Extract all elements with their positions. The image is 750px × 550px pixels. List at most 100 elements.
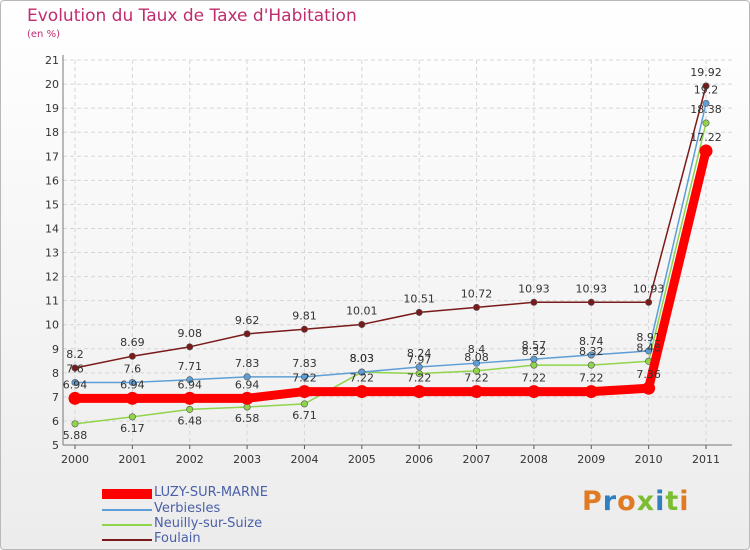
- x-tick-label: 2000: [61, 453, 89, 466]
- y-tick-label: 11: [45, 295, 59, 308]
- data-label-verbiesles: 19.2: [694, 83, 719, 96]
- data-label-verbiesles: 8.91: [636, 331, 661, 344]
- data-point-luzy-sur-marne: [125, 391, 139, 405]
- data-point-verbiesles: [587, 351, 595, 359]
- data-label-foulain: 10.93: [576, 282, 608, 295]
- x-tick-label: 2008: [520, 453, 548, 466]
- y-tick-label: 20: [45, 78, 59, 91]
- data-point-neuilly-sur-suize: [71, 420, 79, 428]
- data-label-foulain: 10.01: [346, 304, 378, 317]
- data-point-verbiesles: [358, 368, 366, 376]
- data-label-luzy-sur-marne: 17.22: [690, 131, 722, 144]
- data-point-foulain: [71, 364, 79, 372]
- data-label-foulain: 10.93: [518, 282, 550, 295]
- series-line-foulain: [74, 85, 707, 369]
- y-tick-label: 15: [45, 198, 59, 211]
- data-label-verbiesles: 8.74: [579, 335, 604, 348]
- data-point-luzy-sur-marne: [699, 144, 713, 158]
- data-label-neuilly-sur-suize: 8.08: [464, 351, 489, 364]
- data-point-verbiesles: [186, 376, 194, 384]
- legend-swatch-verbiesles: [102, 509, 152, 511]
- x-tick-label: 2004: [290, 453, 318, 466]
- y-tick-label: 10: [45, 319, 59, 332]
- data-label-verbiesles: 7.6: [66, 362, 84, 375]
- data-point-foulain: [645, 298, 653, 306]
- chart-title: Evolution du Taux de Taxe d'Habitation: [27, 6, 357, 26]
- logo-letter: o: [617, 486, 637, 517]
- data-label-verbiesles: 7.83: [292, 357, 317, 370]
- y-tick-label: 18: [45, 126, 59, 139]
- data-point-verbiesles: [415, 363, 423, 371]
- y-tick-label: 17: [45, 150, 59, 163]
- data-label-foulain: 10.72: [461, 287, 493, 300]
- legend-swatch-neuilly-sur-suize: [102, 524, 152, 526]
- data-point-verbiesles: [702, 99, 710, 107]
- y-tick-label: 7: [52, 391, 59, 404]
- data-point-neuilly-sur-suize: [186, 405, 194, 413]
- legend-label: Neuilly-sur-Suize: [154, 516, 263, 531]
- data-point-foulain: [473, 303, 481, 311]
- x-tick-label: 2010: [635, 453, 663, 466]
- data-label-luzy-sur-marne: 6.94: [120, 378, 145, 391]
- data-point-verbiesles: [530, 355, 538, 363]
- data-label-luzy-sur-marne: 7.22: [350, 372, 375, 385]
- logo-letter: i: [655, 486, 666, 517]
- data-point-luzy-sur-marne: [297, 385, 311, 399]
- data-point-neuilly-sur-suize: [300, 400, 308, 408]
- y-tick-label: 19: [45, 102, 59, 115]
- series-line-verbiesles: [74, 102, 707, 384]
- data-point-foulain: [243, 330, 251, 338]
- data-label-luzy-sur-marne: 6.94: [63, 378, 88, 391]
- data-label-verbiesles: 8.4: [468, 343, 486, 356]
- data-label-verbiesles: 7.83: [235, 357, 260, 370]
- data-label-neuilly-sur-suize: 18.38: [690, 103, 722, 116]
- data-label-luzy-sur-marne: 7.22: [407, 372, 432, 385]
- series-line-luzy-sur-marne: [70, 146, 711, 403]
- data-point-foulain: [358, 320, 366, 328]
- data-label-neuilly-sur-suize: 8.48: [636, 341, 661, 354]
- legend-label: Verbiesles: [154, 501, 221, 516]
- data-label-neuilly-sur-suize: 7.97: [407, 354, 432, 367]
- line-chart: 5 6 7 8 9 10 11 12 13 14 15 16 17 18 19 20 21 2000 2001 200…: [45, 54, 732, 466]
- y-tick-label: 14: [45, 222, 59, 235]
- legend-label: LUZY-SUR-MARNE: [154, 485, 268, 500]
- proxiti-logo: Proxiti: [582, 486, 690, 517]
- x-tick-label: 2003: [233, 453, 261, 466]
- x-tick-label: 2011: [692, 453, 720, 466]
- data-label-luzy-sur-marne: 7.22: [292, 372, 317, 385]
- data-point-luzy-sur-marne: [527, 385, 541, 399]
- data-point-neuilly-sur-suize: [702, 119, 710, 127]
- data-label-foulain: 8.2: [66, 348, 84, 361]
- data-point-foulain: [587, 298, 595, 306]
- data-point-neuilly-sur-suize: [128, 413, 136, 421]
- y-tick-label: 6: [52, 415, 59, 428]
- data-label-neuilly-sur-suize: 8.32: [579, 345, 604, 358]
- data-point-verbiesles: [473, 359, 481, 367]
- data-point-foulain: [702, 82, 710, 90]
- data-point-verbiesles: [300, 373, 308, 381]
- data-label-luzy-sur-marne: 7.22: [579, 372, 604, 385]
- y-tick-label: 13: [45, 247, 59, 260]
- data-point-luzy-sur-marne: [642, 381, 656, 395]
- y-tick-label: 5: [52, 439, 59, 452]
- data-label-foulain: 10.93: [633, 282, 665, 295]
- data-point-luzy-sur-marne: [355, 385, 369, 399]
- legend-label: Foulain: [154, 531, 201, 546]
- data-label-luzy-sur-marne: 6.94: [177, 378, 202, 391]
- data-label-foulain: 9.08: [177, 327, 202, 340]
- data-point-luzy-sur-marne: [183, 391, 197, 405]
- data-point-verbiesles: [645, 347, 653, 355]
- x-tick-label: 2006: [405, 453, 433, 466]
- data-point-foulain: [300, 325, 308, 333]
- logo-letter: i: [679, 486, 690, 517]
- logo-letter: r: [602, 486, 618, 517]
- data-label-luzy-sur-marne: 6.94: [235, 378, 260, 391]
- data-label-verbiesles: 7.6: [124, 362, 142, 375]
- data-label-neuilly-sur-suize: 6.71: [292, 409, 317, 422]
- data-point-neuilly-sur-suize: [530, 361, 538, 369]
- data-point-luzy-sur-marne: [584, 385, 598, 399]
- data-label-verbiesles: 8.24: [407, 347, 432, 360]
- data-label-verbiesles: 8.03: [350, 352, 375, 365]
- data-point-verbiesles: [128, 378, 136, 386]
